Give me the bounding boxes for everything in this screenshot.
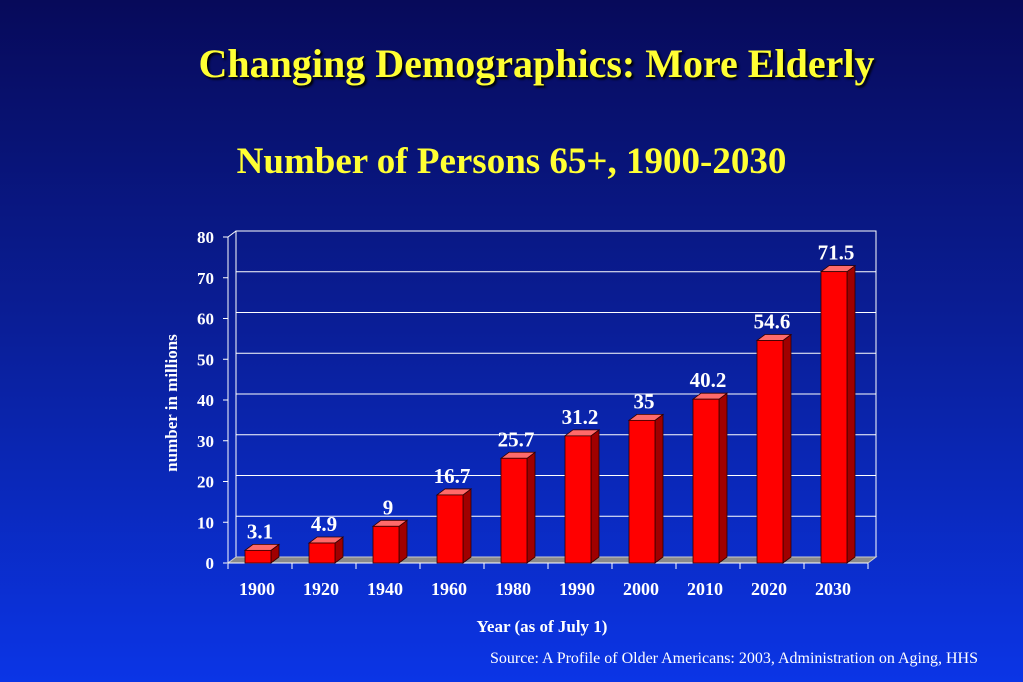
data-label: 54.6 [754,310,791,334]
bar-2010 [691,392,729,564]
x-tick-label: 1960 [431,579,467,599]
bar-side [526,451,536,564]
bar-front [308,542,336,564]
bar-1960 [435,488,473,564]
x-tick-label: 1940 [367,579,403,599]
data-label: 40.2 [690,368,727,392]
bar-front [692,398,720,564]
y-tick-label: 80 [197,228,214,247]
bar-side [782,333,792,564]
y-tick-label: 70 [197,269,214,288]
bar-1990 [563,429,601,564]
x-tick-label: 1900 [239,579,275,599]
data-label: 9 [383,495,394,519]
y-tick-label: 20 [197,473,214,492]
x-tick-label: 2000 [623,579,659,599]
bar-1900 [243,543,281,564]
bar-side [590,429,600,564]
bar-front [564,435,592,564]
x-tick-label: 2030 [815,579,851,599]
data-label: 4.9 [311,512,337,536]
x-axis-label: Year (as of July 1) [477,617,608,636]
bars-layer [243,264,857,564]
y-tick-label: 40 [197,391,214,410]
y-tick-label: 60 [197,310,214,329]
bar-side [718,392,728,564]
bar-front [820,271,848,564]
bar-front [372,525,400,564]
bar-front [500,457,528,564]
bar-side [398,519,408,564]
bar-2020 [755,333,793,564]
x-tick-label: 2020 [751,579,787,599]
x-tick-label: 1920 [303,579,339,599]
bar-side [846,264,856,564]
bar-side [654,413,664,564]
data-label: 25.7 [498,427,535,451]
bar-1920 [307,536,345,564]
bar-front [628,419,656,564]
y-tick-label: 30 [197,432,214,451]
bar-front [244,549,272,564]
data-label: 16.7 [434,464,471,488]
y-axis-label: number in millions [162,334,181,472]
bar-front [756,340,784,564]
bar-2030 [819,264,857,564]
bar-2000 [627,413,665,564]
bar-front [436,494,464,564]
data-label: 31.2 [562,405,599,429]
slide-title: Changing Demographics: More Elderly [198,41,875,86]
bar-side [462,488,472,564]
x-tick-label: 2010 [687,579,723,599]
y-tick-label: 0 [206,554,215,573]
x-tick-label: 1980 [495,579,531,599]
data-label: 71.5 [818,241,855,265]
data-label: 3.1 [247,519,273,543]
bar-1940 [371,519,409,564]
y-tick-label: 50 [197,350,214,369]
source-note: Source: A Profile of Older Americans: 20… [490,650,978,667]
labels-layer: 010203040506070803.119004.919209194016.7… [197,228,854,599]
y-axis-depth [227,230,237,238]
y-tick-label: 10 [197,513,214,532]
x-tick-label: 1990 [559,579,595,599]
data-label: 35 [634,389,655,413]
bar-1980 [499,451,537,564]
chart-title: Number of Persons 65+, 1900-2030 [236,141,787,182]
